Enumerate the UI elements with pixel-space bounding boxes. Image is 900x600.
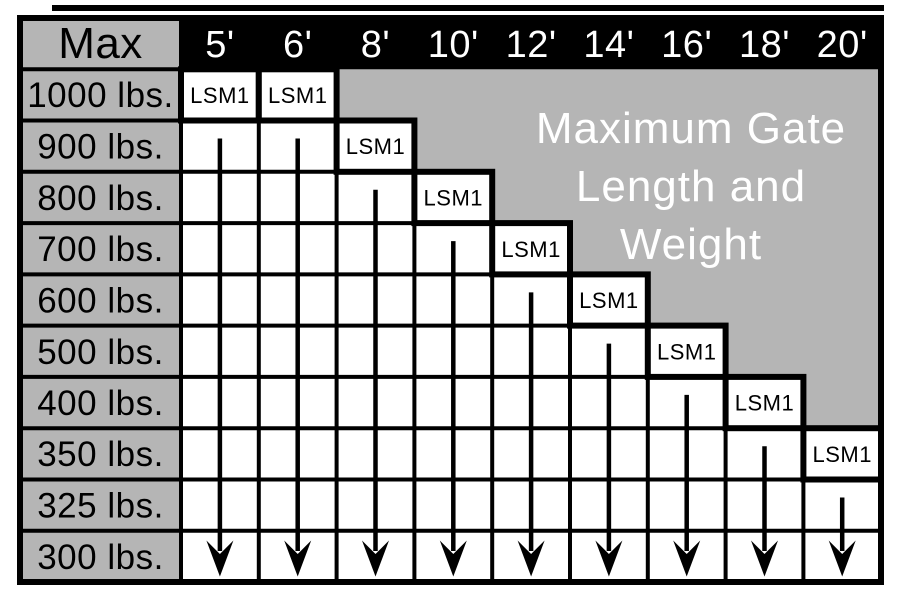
header-row-background	[181, 18, 881, 70]
model-cell-label: LSM1	[735, 391, 794, 416]
column-header: 8'	[361, 24, 390, 66]
row-label: 300 lbs.	[37, 538, 164, 577]
model-cell-box	[800, 425, 885, 483]
down-arrow	[517, 292, 545, 577]
model-cell-label: LSM1	[579, 288, 638, 313]
down-arrow	[595, 343, 623, 577]
model-cell-label: LSM1	[346, 134, 405, 159]
region-title: Maximum Gate Length and Weight	[536, 104, 846, 269]
model-cell-box	[722, 373, 807, 432]
model-cell-box	[644, 322, 729, 380]
row-label: 600 lbs.	[37, 282, 164, 321]
model-cell-box	[411, 168, 496, 227]
label-column-background	[20, 18, 181, 582]
column-header: 14'	[583, 24, 634, 66]
column-header: 5'	[205, 24, 234, 66]
row-label: 400 lbs.	[37, 384, 164, 423]
column-header: 12'	[506, 24, 557, 66]
down-arrow	[673, 394, 701, 577]
gray-region	[336, 69, 882, 429]
down-arrow	[828, 497, 856, 577]
column-header: 10'	[428, 24, 479, 66]
column-header: 18'	[739, 24, 790, 66]
model-cell-box	[178, 66, 262, 124]
down-arrows	[206, 138, 856, 577]
row-label: 700 lbs.	[37, 230, 164, 269]
model-cell-label: LSM1	[657, 339, 716, 364]
model-cell-box	[489, 220, 574, 278]
model-cells: LSM1 LSM1 LSM1 LSM1 LSM1 LSM1 LSM1 LSM1 …	[178, 66, 885, 483]
model-cell-label: LSM1	[812, 442, 871, 467]
row-label: 800 lbs.	[37, 179, 164, 218]
row-label: 325 lbs.	[37, 487, 164, 526]
column-header: 20'	[817, 24, 868, 66]
header-row: Max 5' 6' 8' 10' 12' 14' 16' 18' 20'	[58, 19, 868, 68]
corner-header-label: Max	[58, 19, 143, 68]
model-cell-label: LSM1	[268, 83, 327, 108]
down-arrow	[439, 241, 467, 577]
top-rule-bar	[52, 5, 884, 11]
row-label: 1000 lbs.	[27, 76, 174, 115]
column-header: 16'	[661, 24, 712, 66]
region-title-line: Length and	[576, 162, 806, 211]
model-cell-label: LSM1	[424, 186, 483, 211]
region-title-line: Maximum Gate	[536, 104, 846, 153]
row-label: 350 lbs.	[37, 435, 164, 474]
model-cell-label: LSM1	[501, 237, 560, 262]
row-label: 500 lbs.	[37, 333, 164, 372]
down-arrow	[751, 446, 778, 577]
down-arrow	[206, 138, 234, 577]
model-cell-box	[333, 117, 418, 175]
model-cell-box	[567, 271, 651, 329]
down-arrow	[284, 138, 312, 577]
region-title-line: Weight	[620, 220, 762, 269]
row-label: 900 lbs.	[37, 128, 164, 167]
column-header: 6'	[283, 24, 312, 66]
down-arrow	[362, 189, 389, 577]
table-outer-border	[17, 15, 884, 585]
model-cell-label: LSM1	[190, 83, 249, 108]
model-cell-box	[255, 66, 340, 124]
row-label-column: 1000 lbs. 900 lbs. 800 lbs. 700 lbs. 600…	[27, 76, 174, 577]
